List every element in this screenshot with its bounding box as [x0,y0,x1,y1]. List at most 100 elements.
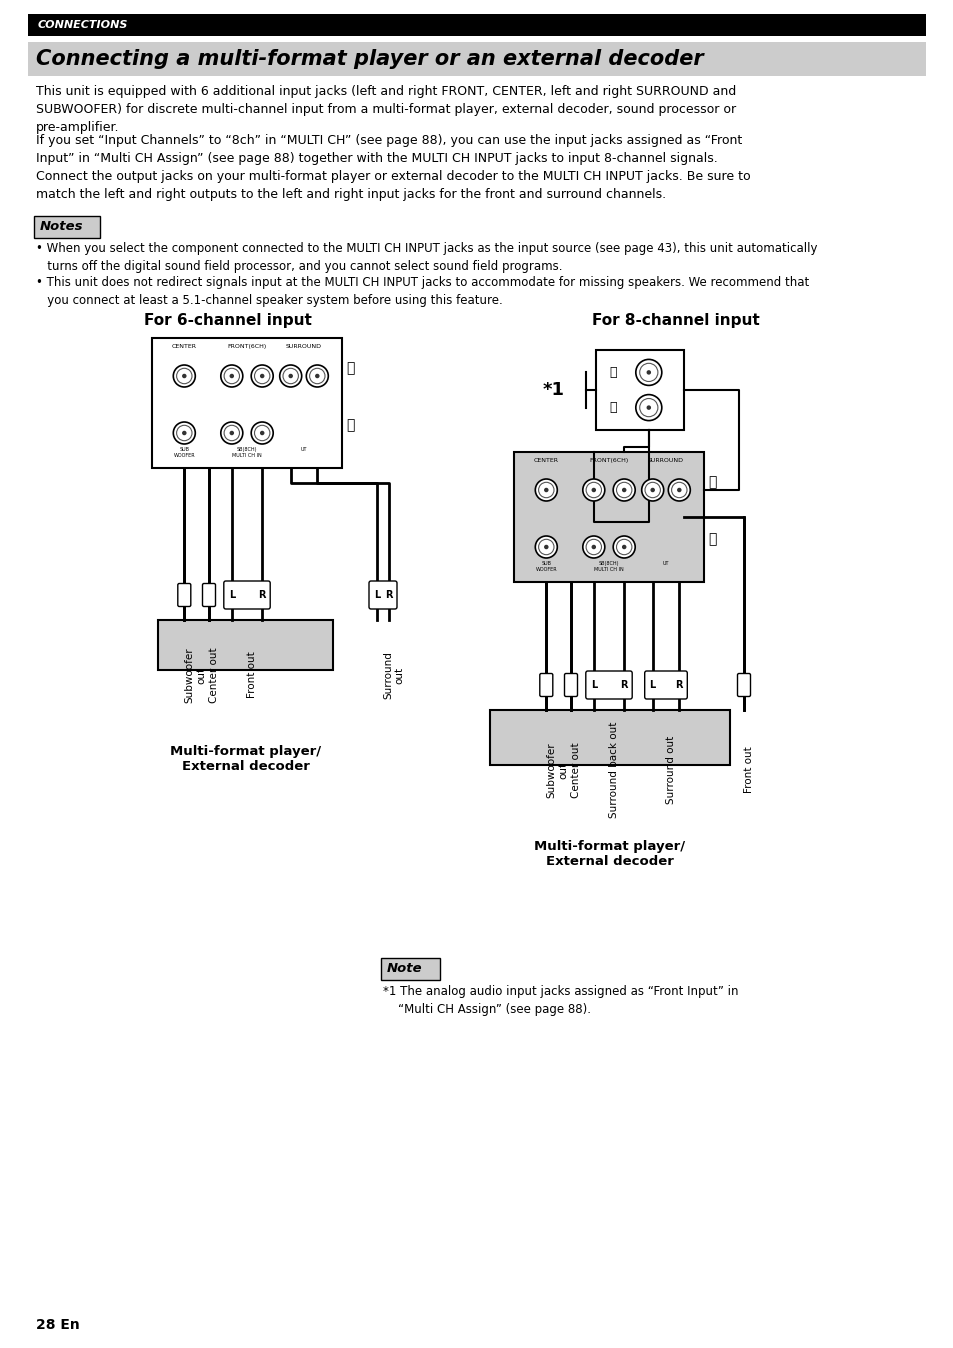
FancyBboxPatch shape [564,674,577,697]
Circle shape [279,365,301,387]
Text: Ⓡ: Ⓡ [707,532,716,546]
Circle shape [538,483,554,497]
Text: R: R [385,590,393,600]
Circle shape [173,422,195,443]
Text: SUB
WOOFER: SUB WOOFER [173,448,195,458]
Circle shape [254,426,270,441]
Text: Surround
out: Surround out [382,651,404,698]
Text: UT: UT [300,448,307,452]
Text: L: L [374,590,379,600]
Circle shape [635,360,661,386]
FancyBboxPatch shape [737,674,750,697]
FancyBboxPatch shape [177,584,191,607]
Circle shape [176,426,192,441]
Circle shape [613,479,635,501]
Text: FRONT(6CH): FRONT(6CH) [589,458,628,462]
Circle shape [535,537,557,558]
Circle shape [182,431,187,435]
Circle shape [283,368,298,384]
Text: This unit is equipped with 6 additional input jacks (left and right FRONT, CENTE: This unit is equipped with 6 additional … [36,85,736,133]
Circle shape [254,368,270,384]
Circle shape [613,537,635,558]
Circle shape [639,364,658,381]
Text: 28 En: 28 En [36,1318,80,1332]
Circle shape [251,422,273,443]
Text: Notes: Notes [40,221,84,233]
Circle shape [310,368,325,384]
Text: For 6-channel input: For 6-channel input [144,313,312,328]
Text: UT: UT [662,561,669,566]
Circle shape [259,431,264,435]
Circle shape [176,368,192,384]
FancyBboxPatch shape [369,581,396,609]
Text: Subwoofer
out: Subwoofer out [184,647,206,702]
Text: Ⓛ: Ⓛ [609,365,617,379]
Text: Ⓛ: Ⓛ [346,361,354,375]
Circle shape [538,539,554,554]
Circle shape [306,365,328,387]
Circle shape [288,373,293,379]
Circle shape [535,479,557,501]
Text: SURROUND: SURROUND [647,458,683,462]
Circle shape [182,373,187,379]
Text: Center out: Center out [209,647,219,702]
Bar [152,338,341,468]
Text: Ⓡ: Ⓡ [609,402,617,414]
Text: FRONT(6CH): FRONT(6CH) [227,344,266,349]
Text: R: R [619,679,627,690]
Circle shape [585,539,601,554]
Text: SB(8CH)
MULTI CH IN: SB(8CH) MULTI CH IN [594,561,623,572]
Circle shape [644,483,659,497]
Circle shape [668,479,690,501]
Circle shape [621,545,626,549]
Circle shape [314,373,319,379]
Text: L: L [229,590,234,600]
Circle shape [173,365,195,387]
Circle shape [641,479,663,501]
Text: Surround out: Surround out [665,736,676,805]
Circle shape [543,488,548,492]
Circle shape [621,488,626,492]
Text: • This unit does not redirect signals input at the MULTI CH INPUT jacks to accom: • This unit does not redirect signals in… [36,276,808,307]
Text: Connecting a multi-format player or an external decoder: Connecting a multi-format player or an e… [36,49,703,69]
Circle shape [582,537,604,558]
Circle shape [543,545,548,549]
Text: Ⓛ: Ⓛ [707,474,716,489]
Bar [490,710,729,766]
FancyBboxPatch shape [644,671,686,700]
Circle shape [646,406,650,410]
Text: L: L [590,679,597,690]
Circle shape [639,399,658,417]
Circle shape [230,373,233,379]
Text: • When you select the component connected to the MULTI CH INPUT jacks as the inp: • When you select the component connecte… [36,243,817,274]
Text: SB(8CH)
MULTI CH IN: SB(8CH) MULTI CH IN [232,448,262,458]
FancyBboxPatch shape [202,584,215,607]
Text: Front out: Front out [743,747,753,794]
FancyBboxPatch shape [34,216,100,239]
Circle shape [635,395,661,421]
Bar [158,620,333,670]
Text: SUB
WOOFER: SUB WOOFER [535,561,557,572]
Text: SURROUND: SURROUND [286,344,322,349]
FancyBboxPatch shape [224,581,270,609]
Circle shape [650,488,655,492]
Circle shape [259,373,264,379]
Circle shape [220,422,243,443]
Text: If you set “Input Channels” to “8ch” in “MULTI CH” (see page 88), you can use th: If you set “Input Channels” to “8ch” in … [36,133,750,201]
Circle shape [616,539,631,554]
Circle shape [585,483,601,497]
Text: *1 The analog audio input jacks assigned as “Front Input” in
    “Multi CH Assig: *1 The analog audio input jacks assigned… [382,985,738,1016]
Text: Multi-format player/
External decoder: Multi-format player/ External decoder [534,840,685,868]
Circle shape [251,365,273,387]
Text: *1: *1 [542,381,564,399]
Circle shape [646,371,650,375]
Circle shape [591,545,596,549]
Circle shape [671,483,686,497]
FancyBboxPatch shape [539,674,552,697]
Text: Multi-format player/
External decoder: Multi-format player/ External decoder [170,745,321,772]
Text: CENTER: CENTER [172,344,196,349]
Bar [28,13,925,36]
Circle shape [591,488,596,492]
Text: R: R [258,590,266,600]
Text: Center out: Center out [571,743,580,798]
